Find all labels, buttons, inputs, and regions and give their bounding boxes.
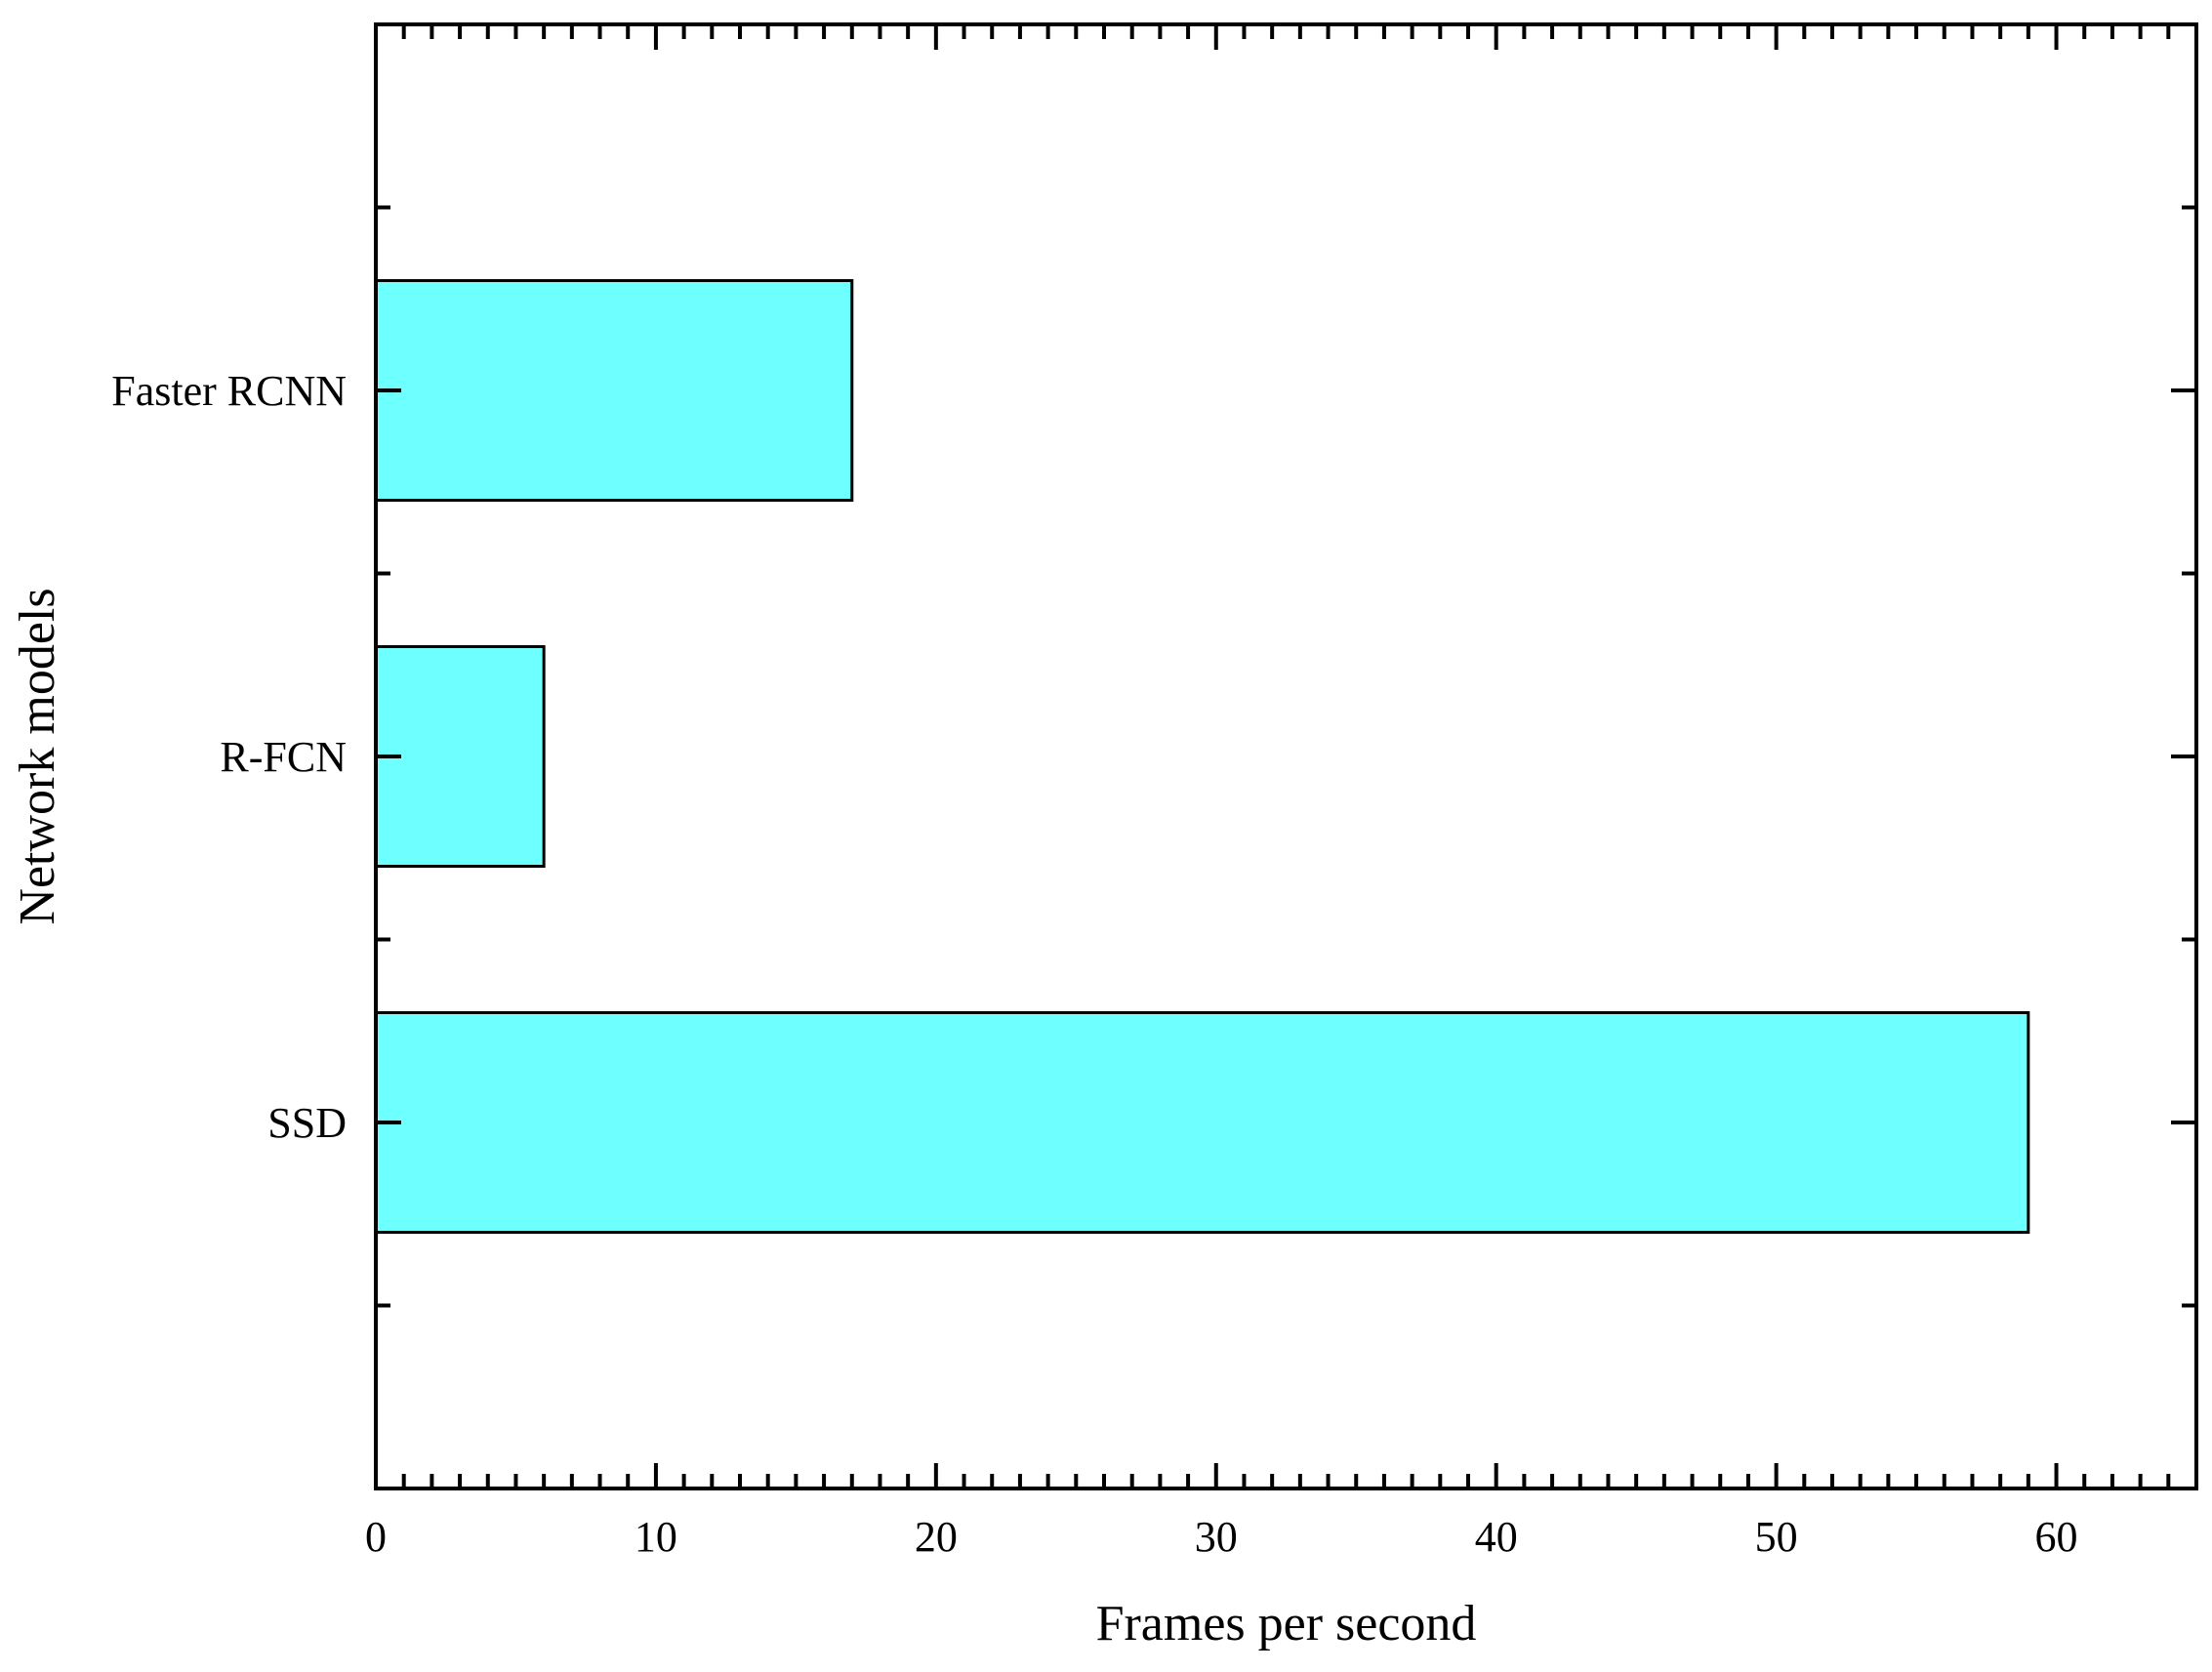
x-tick-labels: 0 10 20 30 40 50 60	[365, 1513, 2078, 1561]
plot-frame	[374, 22, 2198, 1490]
y-tick-label: SSD	[267, 1099, 347, 1147]
x-tick-label: 60	[2035, 1513, 2078, 1561]
x-tick-label: 40	[1475, 1513, 1518, 1561]
y-axis-label: Network models	[10, 588, 65, 924]
x-axis-label: Frames per second	[1096, 1596, 1477, 1652]
x-tick-label: 50	[1755, 1513, 1798, 1561]
x-tick-label: 10	[635, 1513, 677, 1561]
bar-faster-rcnn	[374, 279, 854, 502]
x-tick-label: 30	[1195, 1513, 1238, 1561]
x-tick-label: 0	[365, 1513, 387, 1561]
ticks-group	[374, 24, 2198, 1488]
y-tick-labels: Faster RCNN R-FCN SSD	[111, 367, 347, 1147]
y-tick-label: Faster RCNN	[111, 367, 347, 415]
bar-r-fcn	[374, 645, 546, 868]
x-tick-label: 20	[915, 1513, 958, 1561]
bar-ssd	[374, 1011, 2030, 1234]
y-tick-label: R-FCN	[220, 733, 347, 781]
bars-group	[374, 279, 2030, 1234]
